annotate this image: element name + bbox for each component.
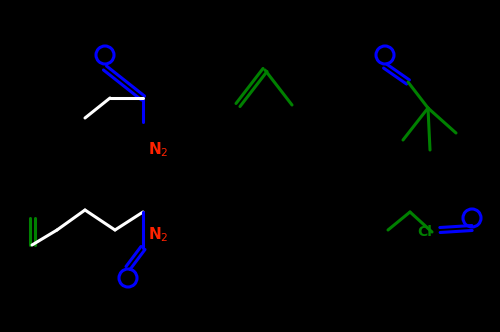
- Text: Cl: Cl: [417, 225, 432, 239]
- Text: N$_2$: N$_2$: [148, 140, 169, 159]
- Text: N$_2$: N$_2$: [148, 225, 169, 244]
